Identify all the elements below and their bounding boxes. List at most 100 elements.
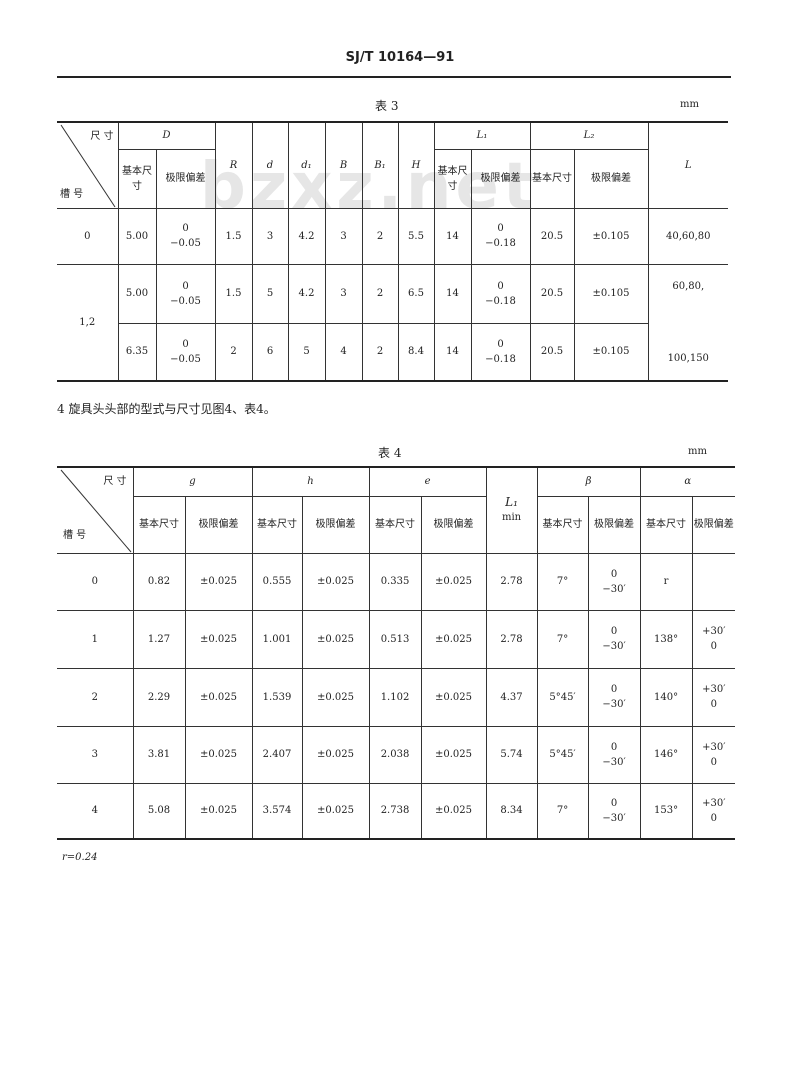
cell-d1: 4.2	[287, 207, 326, 265]
section-paragraph: 4 旋具头头部的型式与尺寸见图4、表4。	[57, 402, 276, 416]
cell-h-dev: ±0.025	[301, 552, 370, 611]
cell-no: 0	[57, 207, 119, 265]
cell-alpha-dev	[691, 552, 736, 611]
header-limit: 极限偏差	[587, 495, 641, 554]
cell-B: 3	[324, 207, 363, 265]
header-L: L	[647, 121, 728, 209]
cell-alpha-dev: +30′ 0	[691, 609, 736, 669]
header-L1-min: min	[501, 512, 522, 524]
header-basic: 基本尺寸	[133, 495, 186, 554]
cell-e: 1.102	[368, 667, 422, 727]
cell-no: 1,2	[57, 263, 119, 382]
dev-upper: 0	[497, 338, 504, 350]
cell-H: 8.4	[397, 322, 435, 382]
cell-beta: 5°45′	[536, 725, 589, 784]
cell-d1: 4.2	[287, 263, 326, 324]
footnote: r=0.24	[62, 852, 98, 863]
cell-g: 5.08	[132, 782, 186, 840]
cell-beta-dev: 0 −30′	[587, 552, 641, 611]
cell-d: 5	[251, 263, 289, 324]
header-limit: 极限偏差	[573, 148, 648, 209]
dev-lower: −30′	[602, 756, 626, 768]
cell-alpha-dev: +30′ 0	[691, 667, 736, 727]
cell-L1: 8.34	[485, 782, 538, 840]
dev-lower: 0	[710, 699, 717, 710]
diagonal-line	[60, 469, 132, 553]
header-basic: 基本尺寸	[529, 148, 575, 209]
cell-h: 1.001	[251, 609, 303, 669]
cell-h-dev: ±0.025	[301, 609, 370, 669]
cell-L1: 4.37	[485, 667, 538, 727]
header-L1-symbol: L₁	[505, 495, 518, 510]
cell-d1: 5	[287, 322, 326, 382]
dev-lower: −30′	[602, 812, 626, 824]
cell-beta: 7°	[536, 552, 589, 611]
cell-D: 6.35	[118, 322, 157, 382]
dev-upper: 0	[497, 223, 504, 234]
header-limit: 极限偏差	[420, 495, 487, 554]
dev-upper: 0	[610, 684, 618, 695]
cell-g-dev: ±0.025	[184, 667, 253, 727]
cell-B1: 2	[361, 207, 399, 265]
header-basic: 基本尺寸	[368, 495, 422, 554]
cell-g-dev: ±0.025	[184, 725, 253, 784]
cell-h-dev: ±0.025	[301, 725, 370, 784]
table-4: 尺 寸 槽 号 g h e L₁ min β α 基本尺寸 极限偏差 基本尺寸 极…	[57, 466, 736, 840]
dev-lower: −0.05	[170, 295, 201, 307]
cell-h: 0.555	[251, 552, 303, 611]
header-d1: d₁	[287, 121, 326, 209]
header-basic: 基本尺寸	[251, 495, 303, 554]
dev-lower: 0	[710, 812, 717, 824]
header-basic: 基本尺寸	[639, 495, 693, 554]
cell-e-dev: ±0.025	[420, 609, 487, 669]
cell-D-dev: 0 −0.05	[155, 207, 216, 265]
header-basic: 基本尺寸	[118, 148, 157, 209]
dev-upper: 0	[182, 338, 189, 350]
cell-R: 1.5	[214, 207, 253, 265]
header-basic: 基本尺寸	[433, 148, 472, 209]
header-e: e	[368, 466, 487, 497]
cell-g: 1.27	[132, 609, 186, 669]
cell-R: 2	[214, 322, 253, 382]
cell-no: 0	[57, 552, 134, 611]
cell-D: 5.00	[117, 207, 157, 265]
table-row: 0 5.00 0 −0.05 1.5 3 4.2 3 2 5.5 14 0 −0.1…	[57, 207, 728, 265]
dev-upper: 0	[610, 568, 618, 580]
cell-g-dev: ±0.025	[184, 609, 253, 669]
cell-g-dev: ±0.025	[184, 782, 253, 840]
cell-B: 3	[324, 263, 363, 324]
dev-lower: −30′	[602, 583, 626, 595]
table-row: 3 3.81 ±0.025 2.407 ±0.025 2.038 ±0.025 5.74 5°4…	[57, 725, 736, 784]
header-L1: L₁ min	[485, 466, 538, 554]
diagonal-line	[60, 124, 116, 208]
table-3: 尺 寸 槽 号 D R d d₁ B B₁ H L₁ L₂ L 基本尺寸 极限偏…	[57, 121, 728, 382]
dev-lower: −0.18	[485, 295, 516, 307]
dev-lower: −0.05	[170, 353, 201, 365]
cell-L2-dev: ±0.105	[573, 207, 649, 265]
cell-L1-dev: 0 −0.18	[470, 322, 531, 382]
cell-L2: 20.5	[529, 207, 575, 265]
cell-h: 2.407	[251, 725, 303, 784]
cell-R: 1.5	[214, 263, 253, 324]
header-L2: L₂	[529, 121, 649, 150]
cell-L2: 20.5	[529, 263, 575, 324]
cell-beta: 7°	[536, 782, 589, 840]
table-row: 0 0.82 ±0.025 0.555 ±0.025 0.335 ±0.025 2.78 7° 0…	[57, 552, 736, 611]
cell-L2-dev: ±0.105	[573, 263, 649, 324]
cell-L: 40,60,80	[647, 207, 728, 265]
cell-g-dev: ±0.025	[184, 552, 253, 611]
table-row: 1,2 5.00 0 −0.05 1.5 5 4.2 3 2 6.5 14 0 −0…	[57, 263, 728, 382]
cell-g: 0.82	[132, 552, 186, 611]
cell-g: 2.29	[132, 667, 186, 727]
dev-upper: 0	[182, 223, 189, 234]
corner-top-label: 尺 寸	[90, 131, 114, 142]
table-row: 2 2.29 ±0.025 1.539 ±0.025 1.102 ±0.025 4.37 5°4…	[57, 667, 736, 727]
standard-number: SJ/T 10164—91	[345, 50, 455, 65]
dev-upper: 0	[182, 280, 189, 292]
cell-alpha-dev: +30′ 0	[691, 782, 736, 840]
header-beta: β	[536, 466, 641, 497]
dev-lower: −30′	[602, 641, 626, 652]
header-basic: 基本尺寸	[536, 495, 589, 554]
cell-alpha-dev: +30′ 0	[691, 725, 736, 784]
table-row: 4 5.08 ±0.025 3.574 ±0.025 2.738 ±0.025 8.34 7° 0…	[57, 782, 736, 840]
